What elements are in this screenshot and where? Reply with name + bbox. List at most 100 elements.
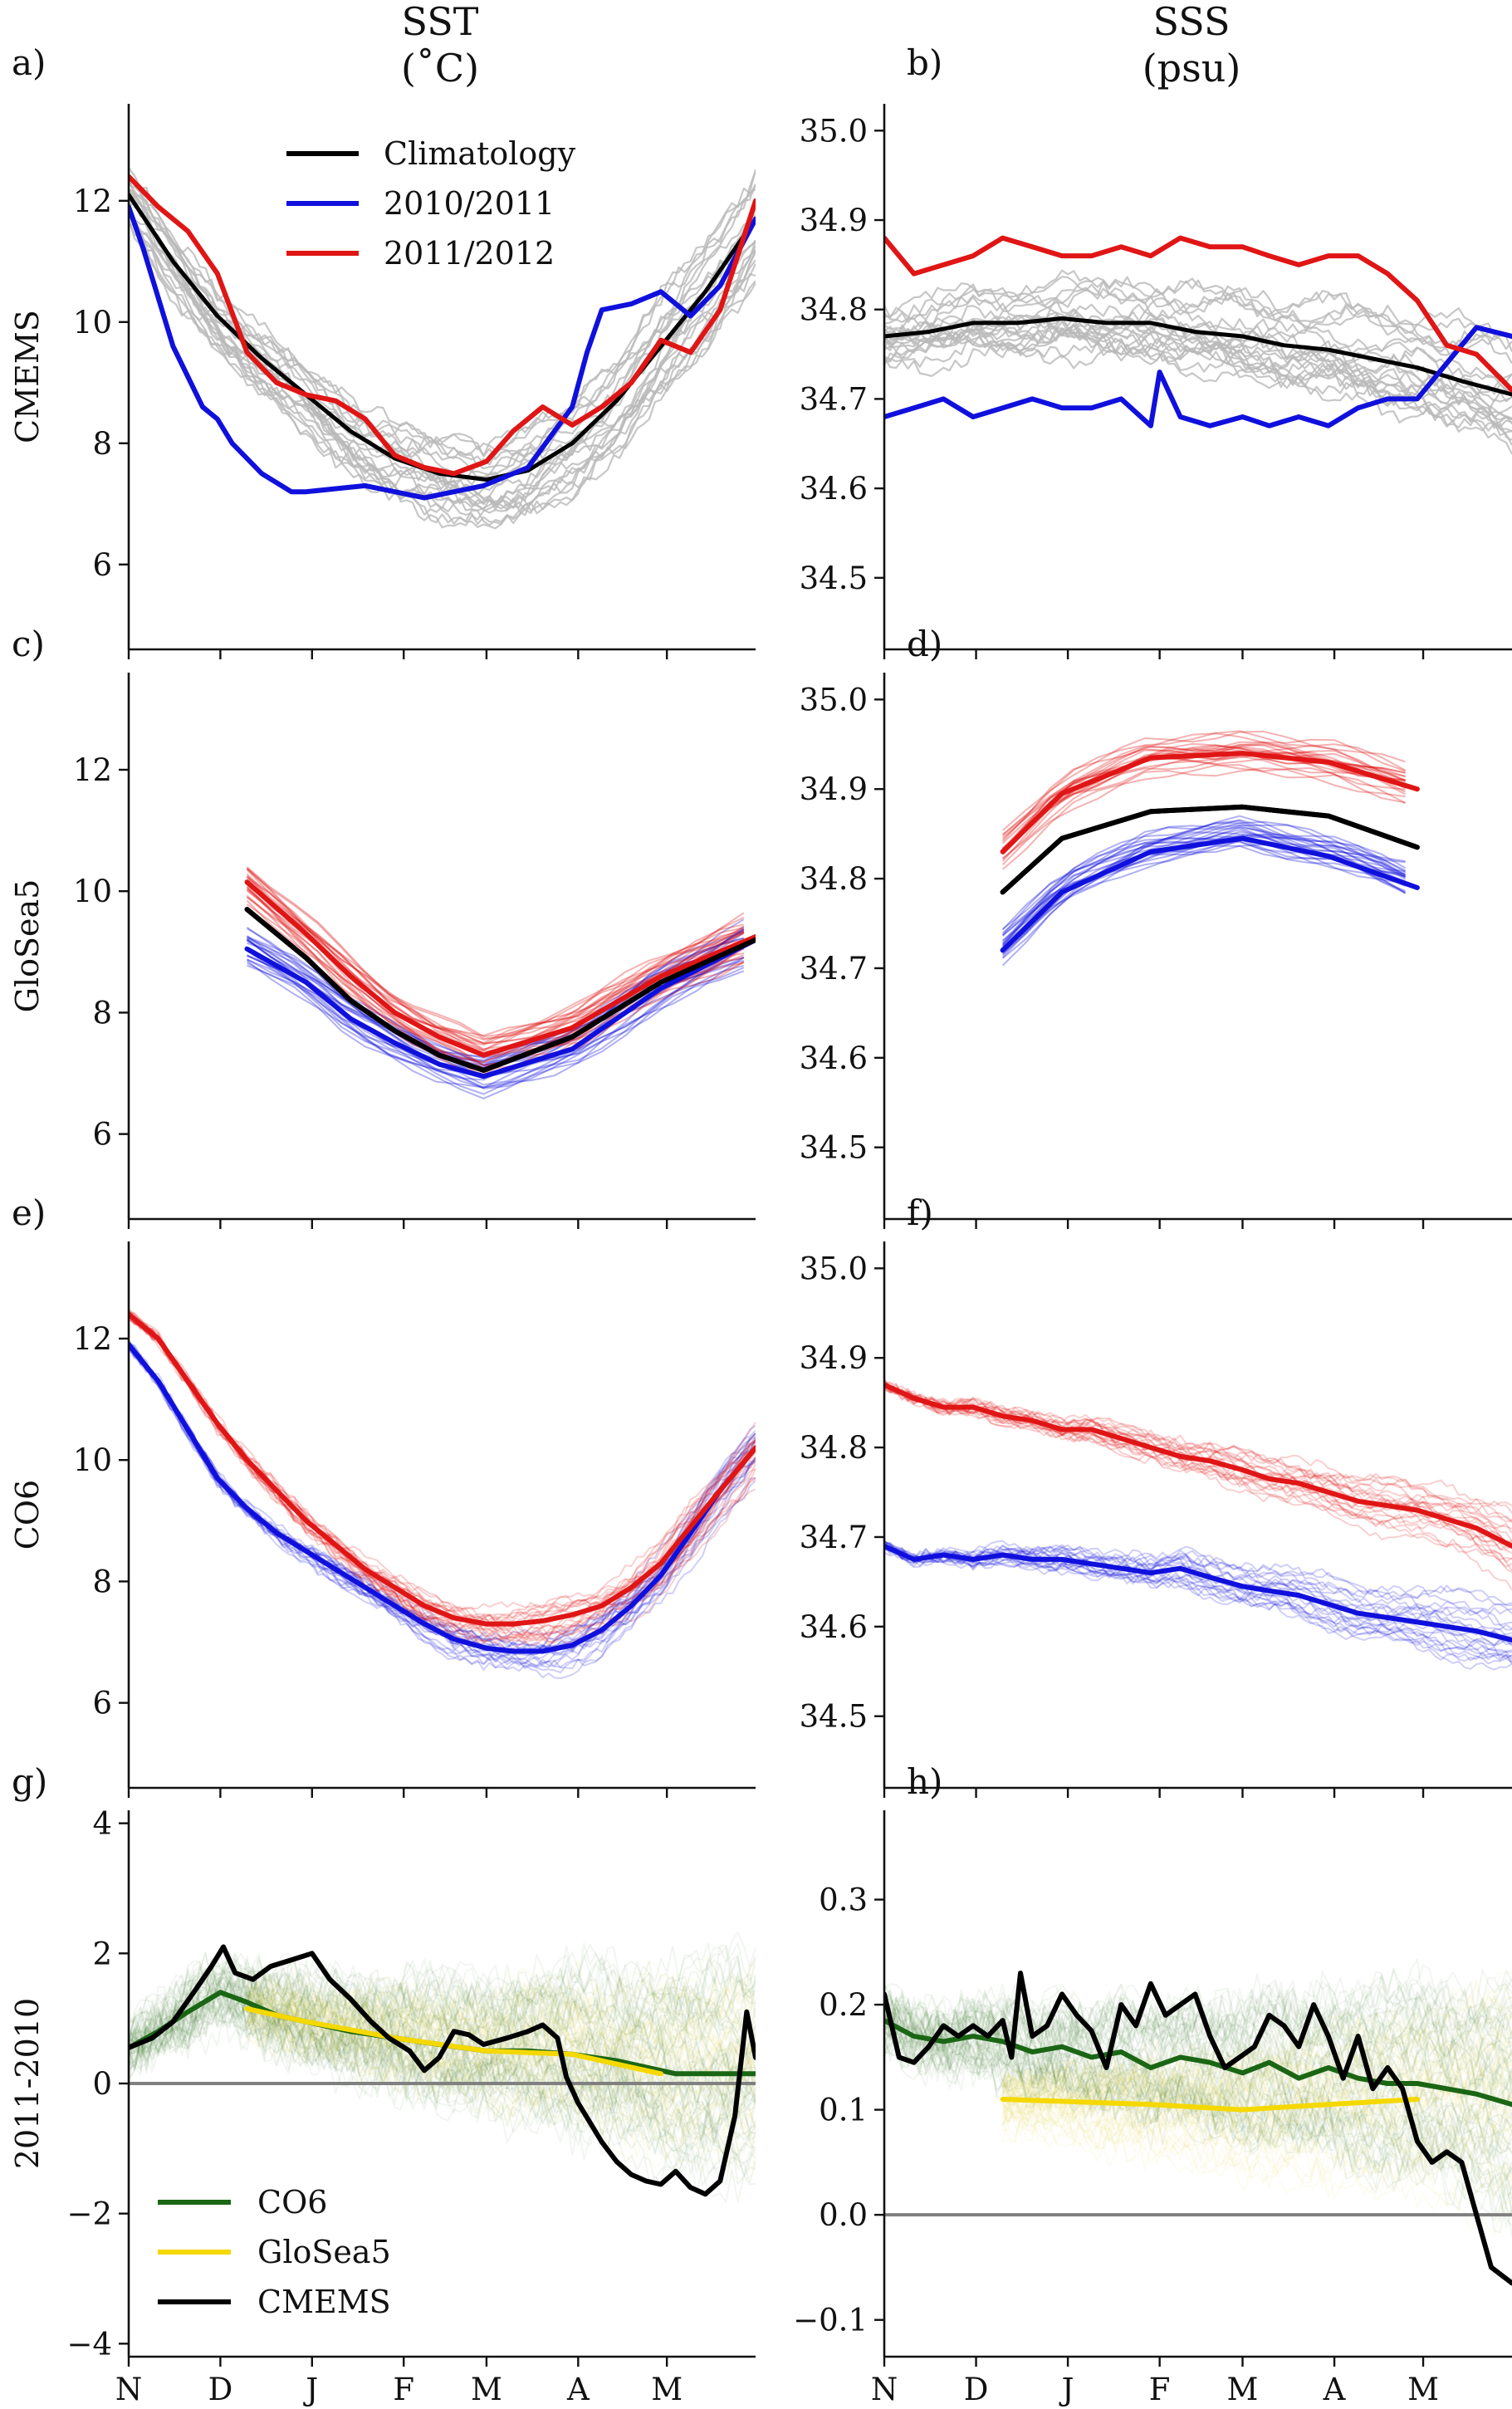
blue-member-line (247, 956, 745, 1089)
green-member-line (884, 2009, 1512, 2115)
red-member-line (129, 1317, 756, 1652)
x-tick-label: A (566, 2372, 590, 2407)
y-tick-label: 34.9 (800, 771, 868, 807)
green-member-line (129, 1979, 756, 2074)
sss-column-title: SSS (1153, 0, 1231, 44)
legend-bottom: CO6 GloSea5 CMEMS (158, 2184, 391, 2320)
row-label: CO6 (9, 1480, 46, 1550)
y-tick-label: 12 (73, 184, 112, 219)
red-member-line (246, 866, 745, 1038)
sst-column-title: SST (402, 0, 479, 44)
y-tick-label: 34.8 (800, 292, 868, 328)
red-member-line (1001, 756, 1406, 853)
green-member-line (129, 1969, 756, 2056)
blue-member-line (247, 928, 745, 1066)
green-member-line (884, 1970, 1512, 2049)
green-member-line (129, 1977, 756, 2109)
red-member-line (1001, 742, 1406, 840)
yellow-member-line (246, 1971, 756, 2078)
2011-2012-series-line (884, 235, 1512, 393)
2011-2012-series-line (884, 1382, 1512, 1549)
red-member-line (1001, 745, 1407, 854)
gray-member-line (129, 199, 756, 506)
panel-letter: e) (12, 1192, 46, 1233)
green-member-line (884, 1967, 1512, 2054)
yellow-member-line (247, 1991, 756, 2074)
yellow-member-line (1001, 1986, 1512, 2106)
green-member-line (129, 1951, 756, 2047)
green-member-line (884, 2030, 1512, 2228)
red-member-line (1001, 767, 1406, 866)
green-member-line (884, 1977, 1512, 2050)
yellow-member-line (246, 1990, 756, 2081)
yellow-member-line (246, 2010, 756, 2126)
panel-letter: g) (12, 1761, 47, 1802)
yellow-member-line (1002, 2042, 1512, 2126)
green-member-line (129, 1992, 756, 2108)
blue-member-line (129, 1348, 756, 1674)
gray-member-line (884, 321, 1512, 437)
yellow-member-line (246, 1977, 756, 2048)
blue-member-line (1001, 820, 1407, 937)
blue-member-line (129, 1343, 756, 1653)
gray-member-line (884, 303, 1512, 393)
x-tick-label: M (1407, 2372, 1439, 2407)
yellow-member-line (246, 1981, 756, 2083)
red-member-line (1001, 751, 1406, 850)
y-tick-label: 0.0 (819, 2197, 868, 2233)
y-tick-label: 0.1 (819, 2093, 868, 2128)
row-label: GloSea5 (9, 879, 46, 1013)
green-member-line (884, 2028, 1512, 2175)
green-member-line (884, 1983, 1512, 2059)
yellow-member-line (1002, 2111, 1512, 2198)
glosea5-series-line (1000, 2097, 1420, 2113)
red-member-line (246, 867, 745, 1040)
green-member-line (129, 1966, 756, 2049)
gray-member-line (129, 212, 756, 526)
red-member-line (1001, 764, 1407, 870)
yellow-member-line (1001, 1986, 1512, 2098)
yellow-member-line (1001, 2033, 1512, 2108)
y-tick-label: 8 (92, 1564, 112, 1599)
panel-letter: c) (12, 624, 45, 664)
yellow-member-line (246, 1959, 756, 2025)
blue-member-line (129, 1344, 756, 1680)
yellow-member-line (246, 2015, 756, 2132)
green-member-line (129, 1995, 756, 2186)
climatology-series-line (244, 907, 756, 1073)
yellow-member-line (246, 2001, 756, 2127)
panel-8: −0.1 0.0 0.1 0.2 0.3 N D J F M A Mh) (793, 1761, 1512, 2407)
yellow-member-line (1001, 2089, 1512, 2173)
green-member-line (884, 2020, 1512, 2223)
green-member-line (129, 1971, 756, 2050)
yellow-member-line (246, 1973, 756, 2037)
red-member-line (1001, 747, 1406, 852)
red-member-line (1001, 751, 1406, 850)
red-member-line (1001, 730, 1406, 831)
green-member-line (884, 1984, 1512, 2047)
blue-member-line (884, 1546, 1512, 1665)
yellow-member-line (247, 2026, 756, 2160)
yellow-member-line (1001, 2005, 1512, 2109)
panel-1: 6 8 10 12 a) CMEMS Climatology 2010/2011 2011/20… (9, 42, 756, 659)
yellow-member-line (246, 1995, 756, 2098)
yellow-member-line (1001, 2101, 1512, 2200)
2010-2011-series-line (1000, 835, 1420, 953)
series-lines (129, 1944, 756, 2197)
green-member-line (129, 1995, 756, 2203)
y-tick-label: 8 (92, 426, 112, 462)
panel-4: 34.5 34.6 34.7 34.8 34.9 35.0 d) (800, 624, 1512, 1229)
legend-top: Climatology 2010/2011 2011/2012 (286, 135, 576, 272)
red-member-line (884, 1378, 1512, 1521)
yellow-member-line (246, 2010, 756, 2128)
legend-label: 2010/2011 (384, 185, 555, 222)
yellow-member-line (1001, 2030, 1512, 2120)
yellow-member-line (1001, 1995, 1512, 2097)
red-member-line (884, 1379, 1512, 1507)
y-tick-label: 34.6 (800, 1040, 868, 1076)
blue-member-line (1001, 824, 1406, 936)
y-tick-label: 34.6 (800, 1609, 868, 1645)
green-member-line (129, 1981, 756, 2123)
blue-member-line (247, 964, 745, 1099)
red-member-line (246, 876, 745, 1040)
